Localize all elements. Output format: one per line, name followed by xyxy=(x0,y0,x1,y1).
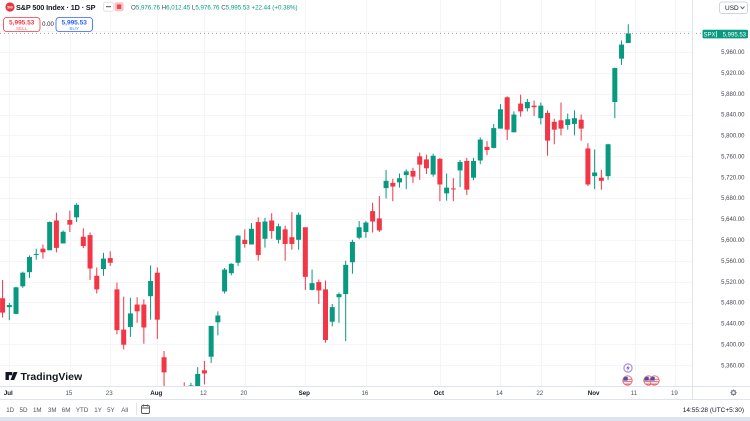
svg-text:0.00: 0.00 xyxy=(42,22,54,28)
svg-text:5,360.00: 5,360.00 xyxy=(721,363,745,369)
svg-text:5D: 5D xyxy=(20,407,28,414)
svg-text:1M: 1M xyxy=(33,407,42,414)
svg-text:15: 15 xyxy=(65,390,72,397)
svg-text:5,960.00: 5,960.00 xyxy=(721,50,745,56)
svg-text:S&P 500 Index · 1D · SP: S&P 500 Index · 1D · SP xyxy=(16,3,96,12)
svg-text:SPX: SPX xyxy=(703,32,715,38)
svg-text:Oct: Oct xyxy=(434,390,444,397)
svg-text:5,560.00: 5,560.00 xyxy=(721,259,745,265)
svg-text:20: 20 xyxy=(240,390,247,397)
svg-text:500: 500 xyxy=(7,5,13,9)
svg-text:O5,976.76 H6,012.45 L5,976.76: O5,976.76 H6,012.45 L5,976.76 C5,995.53 … xyxy=(131,4,298,11)
svg-text:Aug: Aug xyxy=(150,390,162,397)
svg-text:5,440.00: 5,440.00 xyxy=(721,322,745,328)
svg-text:5,520.00: 5,520.00 xyxy=(721,280,745,286)
svg-text:5,680.00: 5,680.00 xyxy=(721,196,745,202)
svg-text:Jul: Jul xyxy=(4,390,13,397)
svg-text:12: 12 xyxy=(200,390,207,397)
svg-text:5,720.00: 5,720.00 xyxy=(721,175,745,181)
svg-text:YTD: YTD xyxy=(76,407,89,414)
svg-text:Nov: Nov xyxy=(588,390,600,397)
svg-text:5,600.00: 5,600.00 xyxy=(721,238,745,244)
svg-text:5Y: 5Y xyxy=(107,407,115,414)
svg-text:5,840.00: 5,840.00 xyxy=(721,113,745,119)
svg-text:BUY: BUY xyxy=(69,26,78,31)
svg-text:All: All xyxy=(121,407,128,414)
svg-text:14:55:28 (UTC+5:30): 14:55:28 (UTC+5:30) xyxy=(683,407,744,414)
svg-text:11: 11 xyxy=(631,390,638,397)
svg-text:16: 16 xyxy=(361,390,368,397)
svg-text:5,880.00: 5,880.00 xyxy=(721,92,745,98)
svg-text:3M: 3M xyxy=(48,407,57,414)
svg-text:5,400.00: 5,400.00 xyxy=(721,342,745,348)
svg-text:22: 22 xyxy=(536,390,543,397)
svg-text:23: 23 xyxy=(106,390,113,397)
svg-text:5,760.00: 5,760.00 xyxy=(721,155,745,161)
svg-text:14: 14 xyxy=(496,390,503,397)
svg-text:5,920.00: 5,920.00 xyxy=(721,71,745,77)
svg-text:6M: 6M xyxy=(62,407,71,414)
svg-text:5,800.00: 5,800.00 xyxy=(721,134,745,140)
svg-text:TradingView: TradingView xyxy=(21,371,83,383)
svg-text:5,480.00: 5,480.00 xyxy=(721,301,745,307)
svg-text:SELL: SELL xyxy=(16,26,28,31)
svg-text:5,995.53: 5,995.53 xyxy=(62,19,88,26)
svg-text:USD: USD xyxy=(725,5,739,12)
svg-text:Sep: Sep xyxy=(299,390,311,397)
svg-text:19: 19 xyxy=(671,390,678,397)
svg-text:1D: 1D xyxy=(6,407,14,414)
svg-text:5,995.53: 5,995.53 xyxy=(9,19,35,26)
svg-text:5,640.00: 5,640.00 xyxy=(721,217,745,223)
svg-text:5,995.53: 5,995.53 xyxy=(723,32,747,38)
svg-text:1Y: 1Y xyxy=(94,407,102,414)
